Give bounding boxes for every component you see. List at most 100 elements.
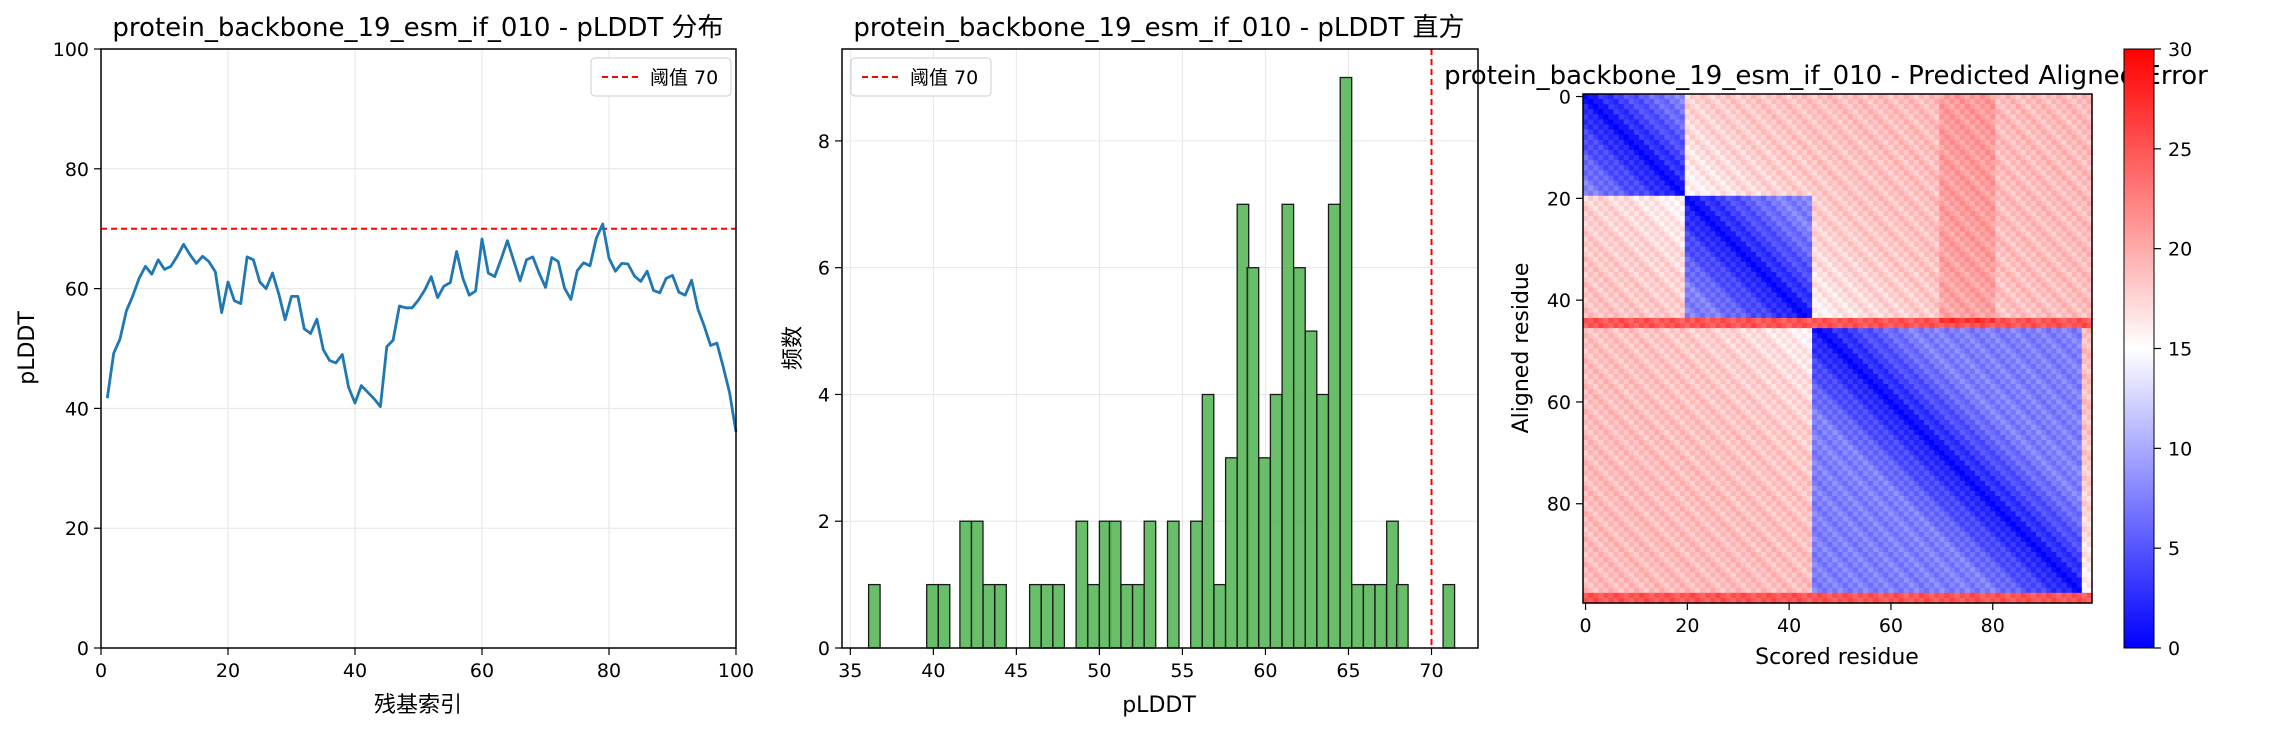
heatmap-cell bbox=[2010, 267, 2017, 273]
heatmap-cell bbox=[1873, 328, 1879, 334]
heatmap-cell bbox=[1720, 211, 1727, 217]
histogram-x-tick-label: 55 bbox=[1170, 660, 1194, 682]
heatmap-cell bbox=[1924, 175, 1930, 182]
line-chart-grid bbox=[100, 48, 737, 649]
heatmap-cell bbox=[1730, 205, 1737, 212]
heatmap-cell bbox=[2010, 200, 2017, 207]
heatmap-cell bbox=[1796, 200, 1803, 207]
heatmap-cell bbox=[1740, 160, 1747, 166]
heatmap-cell bbox=[1883, 195, 1889, 202]
heatmap-cell bbox=[1862, 261, 1869, 268]
heatmap-cell bbox=[1771, 200, 1778, 207]
heatmap-cell bbox=[1959, 328, 1966, 334]
heatmap-cell bbox=[2036, 114, 2042, 121]
heatmap-cell bbox=[1852, 246, 1859, 253]
heatmap-cell bbox=[1756, 124, 1762, 131]
heatmap-cell bbox=[1974, 317, 1981, 324]
heatmap-cell bbox=[1603, 221, 1610, 227]
heatmap-cell bbox=[1964, 282, 1971, 289]
heatmap-cell bbox=[1796, 175, 1803, 182]
heatmap-cell bbox=[2056, 287, 2063, 294]
heatmap-cell bbox=[1842, 297, 1849, 304]
heatmap-cell bbox=[1644, 109, 1650, 115]
heatmap-cell bbox=[1817, 241, 1823, 248]
heatmap-cell bbox=[1944, 144, 1951, 151]
heatmap-cell bbox=[1929, 307, 1935, 314]
heatmap-cell bbox=[1954, 205, 1961, 212]
heatmap-cell bbox=[1679, 226, 1686, 233]
heatmap-cell bbox=[1771, 94, 1778, 100]
heatmap-cell bbox=[2010, 114, 2017, 121]
heatmap-cell bbox=[1608, 114, 1615, 121]
heatmap-cell bbox=[1791, 246, 1798, 253]
heatmap-cell bbox=[1588, 180, 1594, 187]
heatmap-cell bbox=[1817, 155, 1823, 161]
heatmap-cell bbox=[2041, 282, 2047, 289]
heatmap-cell bbox=[1710, 333, 1716, 339]
heatmap-cell bbox=[1842, 277, 1849, 283]
heatmap-cell bbox=[1638, 297, 1645, 304]
heatmap-cell bbox=[1888, 139, 1895, 146]
heatmap-cell bbox=[1995, 165, 2001, 171]
heatmap-cell bbox=[1649, 211, 1655, 217]
heatmap-cell bbox=[1583, 261, 1589, 268]
heatmap-cell bbox=[1710, 160, 1716, 166]
heatmap-cell bbox=[1873, 226, 1879, 233]
heatmap-cell bbox=[1674, 165, 1681, 171]
heatmap-cell bbox=[1847, 307, 1854, 314]
heatmap-cell bbox=[1852, 139, 1859, 146]
heatmap-cell bbox=[1888, 241, 1895, 248]
heatmap-cell bbox=[1806, 185, 1813, 192]
histogram-x-tick-label: 65 bbox=[1336, 660, 1360, 682]
heatmap-cell bbox=[1715, 180, 1722, 187]
heatmap-cell bbox=[1715, 292, 1722, 299]
heatmap-cell bbox=[1954, 200, 1961, 207]
heatmap-cell bbox=[1588, 211, 1594, 217]
heatmap-cell bbox=[1796, 267, 1803, 273]
heatmap-cell bbox=[1720, 144, 1727, 151]
heatmap-cell bbox=[1939, 297, 1945, 304]
heatmap-cell bbox=[1903, 205, 1910, 212]
heatmap-cell bbox=[1801, 226, 1808, 233]
heatmap-cell bbox=[1745, 246, 1752, 253]
heatmap-cell bbox=[1786, 134, 1793, 141]
heatmap-cell bbox=[1969, 236, 1976, 243]
heatmap-cell bbox=[1786, 328, 1793, 334]
heatmap-cell bbox=[1649, 287, 1655, 294]
heatmap-cell bbox=[2025, 144, 2032, 151]
heatmap-cell bbox=[1756, 307, 1762, 314]
heatmap-cell bbox=[2000, 119, 2007, 126]
heatmap-cell bbox=[1618, 221, 1625, 227]
heatmap-cell bbox=[1832, 236, 1839, 243]
heatmap-cell bbox=[1903, 282, 1910, 289]
heatmap-cell bbox=[2025, 160, 2032, 166]
heatmap-cell bbox=[1771, 272, 1778, 278]
heatmap-cell bbox=[1796, 124, 1803, 131]
heatmap-cell bbox=[2076, 195, 2083, 202]
heatmap-cell bbox=[1766, 246, 1772, 253]
heatmap-cell bbox=[1745, 312, 1752, 319]
heatmap-cell bbox=[1608, 323, 1615, 329]
heatmap-cell bbox=[1689, 312, 1696, 319]
heatmap-cell bbox=[2076, 124, 2083, 131]
heatmap-cell bbox=[1959, 292, 1966, 299]
heatmap-cell bbox=[1664, 139, 1671, 146]
heatmap-cell bbox=[2005, 246, 2012, 253]
heatmap-cell bbox=[1862, 195, 1869, 202]
heatmap-cell bbox=[1918, 328, 1925, 334]
heatmap-cell bbox=[1893, 200, 1900, 207]
heatmap-cell bbox=[2020, 216, 2027, 222]
heatmap-cell bbox=[1593, 226, 1599, 233]
heatmap-cell bbox=[1583, 139, 1589, 146]
line-chart-x-tick-label: 100 bbox=[718, 660, 754, 682]
heatmap-cell bbox=[1842, 272, 1849, 278]
heatmap-cell bbox=[2066, 94, 2073, 100]
heatmap-cell bbox=[1944, 114, 1951, 121]
heatmap-cell bbox=[1654, 287, 1660, 294]
heatmap-cell bbox=[1898, 231, 1905, 238]
heatmap-cell bbox=[1705, 165, 1711, 171]
heatmap-cell bbox=[2020, 333, 2027, 339]
heatmap-cell bbox=[1654, 211, 1660, 217]
heatmap-cell bbox=[1944, 205, 1951, 212]
histogram-y-tick-label: 2 bbox=[818, 511, 830, 533]
